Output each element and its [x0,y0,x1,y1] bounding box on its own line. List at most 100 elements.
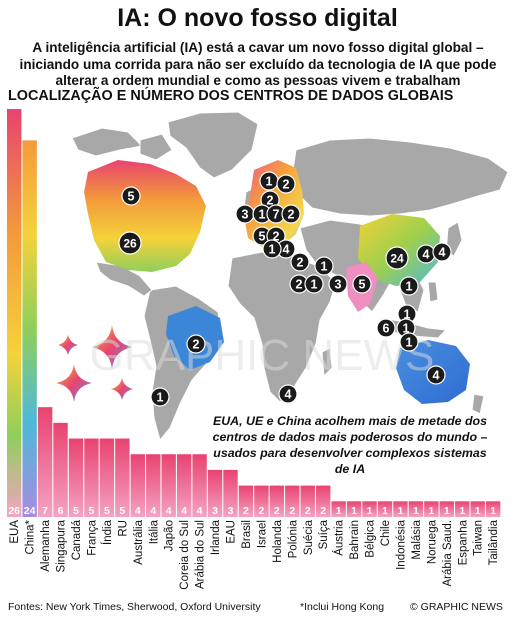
bar-category-label: Suécia [303,519,315,555]
bar-value-label: 1 [382,505,388,517]
bar [455,501,470,517]
map-marker-label: 1 [403,322,410,336]
bar [99,438,115,517]
bar-category-label: Israel [256,520,268,548]
bar-value-label: 1 [351,505,357,517]
watermark: GRAPHIC NEWS [90,331,435,380]
sources-note: Fontes: New York Times, Sherwood, Oxford… [8,601,261,613]
bar-category-label: Canadá [71,519,83,560]
map-marker-badge: 1 [314,256,334,276]
map-marker-badge: 6 [376,318,396,338]
map-marker-label: 1 [157,391,164,405]
bar-value-label: 4 [197,505,203,517]
map-marker-badge: 24 [385,246,409,270]
map-marker-badge: 4 [278,384,298,404]
callout-text: EUA, UE e China acolhem mais de metade d… [212,414,488,476]
bar-value-label: 2 [243,505,249,517]
bar-category-label: Brasil [241,520,253,549]
bar-value-label: 2 [320,505,326,517]
page-subtitle: A inteligência artificial (IA) está a ca… [19,40,497,88]
bar-value-label: 1 [490,505,496,517]
map-marker-label: 2 [297,256,304,270]
map-marker-label: 4 [423,248,430,262]
bar-category-label: Suíça [318,519,330,549]
bar-value-label: 1 [336,505,342,517]
map-marker-label: 1 [406,280,413,294]
bar-category-label: Alemanha [40,519,52,571]
bar-value-label: 1 [444,505,450,517]
map-marker-label: 1 [404,308,411,322]
bar [439,501,454,517]
bar [254,485,269,517]
map-marker-label: 5 [128,190,135,204]
map-marker-badge: 2 [289,274,309,294]
bar [84,438,99,517]
bar-category-label: Coreia do Sul [179,520,191,590]
map-marker-badge: 5 [352,274,372,294]
bar-value-label: 1 [367,505,373,517]
bar-value-label: 1 [459,505,465,517]
map-marker-label: 2 [193,338,200,352]
map-marker-badge: 5 [121,186,141,206]
bar-category-label: Austrália [133,519,145,564]
map-marker-label: 4 [285,388,292,402]
bar-chart: 26EUA24China*7Alemanha6Singapura5Canadá5… [7,109,501,590]
bar-value-label: 2 [289,505,295,517]
china-footnote: *Inclui Hong Kong [300,601,385,613]
bar-value-label: 3 [228,505,234,517]
bar [424,501,439,517]
bar-value-label: 5 [104,505,110,517]
sparkle-icon [92,325,132,369]
map-marker-badge: 26 [118,231,142,255]
bar [146,454,161,517]
highlighted-countries [84,160,470,404]
map-marker-badge: 2 [290,252,310,272]
map-marker-badge: 1 [262,239,282,259]
map-marker-label: 5 [259,230,266,244]
section-heading: LOCALIZAÇÃO E NÚMERO DOS CENTROS DE DADO… [8,88,454,104]
bar-category-label: Áustria [333,519,346,555]
bar-value-label: 6 [58,505,64,517]
bar-category-label: Taiwan [473,520,485,556]
sparkle-decoration [56,325,133,402]
map-marker-label: 1 [406,336,413,350]
bar-value-label: 2 [258,505,264,517]
map-marker-label: 4 [283,243,290,257]
bar-category-label: Arábia do Sul [195,520,207,589]
bar-category-label: Espanha [457,519,469,565]
map-marker-badge: 3 [328,274,348,294]
map-marker-label: 7 [273,208,280,222]
bar [238,485,254,517]
bar-category-label: França [86,519,98,555]
bar-category-label: Chile [380,520,392,546]
bar [115,438,130,517]
bar-value-label: 5 [89,505,95,517]
map-marker-label: 1 [259,208,266,222]
bar-category-label: RU [117,520,129,537]
north-america-highlight [84,160,206,272]
bar [362,501,377,517]
bar-category-label: Singapura [56,519,68,572]
map-marker-badge: 2 [276,174,296,194]
bar [130,454,145,517]
map-marker-label: 3 [335,278,342,292]
bar [68,438,84,517]
bar [393,501,408,517]
map-marker-label: 3 [242,208,249,222]
bar [408,501,424,517]
bar [316,485,331,517]
map-marker-label: 24 [390,252,404,266]
bar-category-label: Irlanda [210,519,222,555]
map-marker-label: 2 [273,230,280,244]
map-marker-label: 1 [321,260,328,274]
bar [37,407,53,517]
bar [285,485,300,517]
bar-value-label: 4 [166,505,172,517]
bar-value-label: 4 [181,505,187,517]
map-marker-label: 5 [359,278,366,292]
bar-category-label: Malásia [411,519,423,559]
bar [161,454,176,517]
bar [470,501,485,517]
